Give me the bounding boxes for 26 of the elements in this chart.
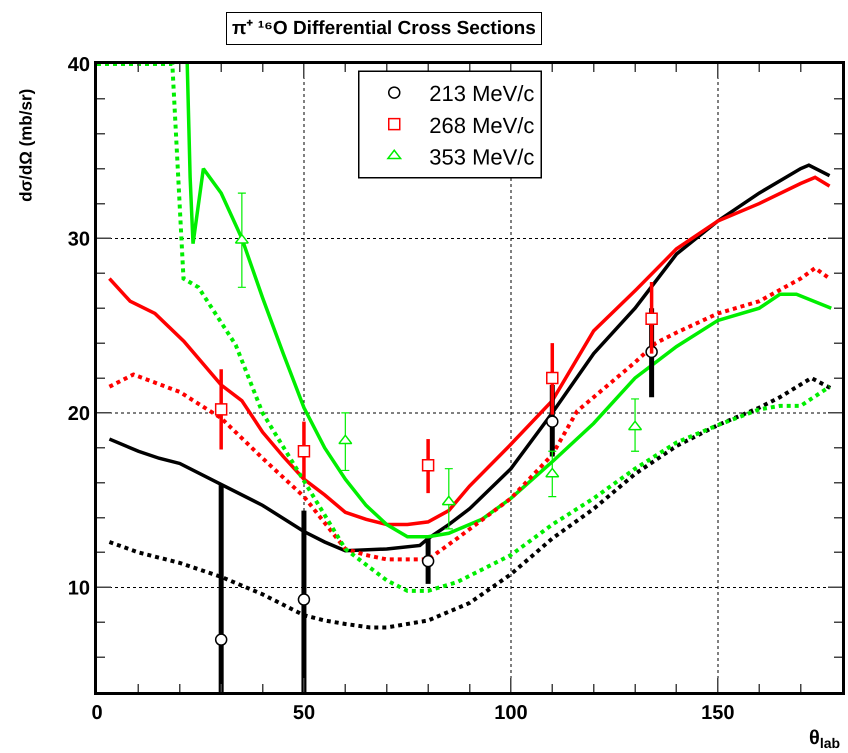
- point: [214, 403, 228, 416]
- point: [298, 445, 310, 458]
- y-axis-title: dσ/dΩ (mb/sr): [16, 88, 36, 202]
- point: [422, 458, 434, 472]
- point: [645, 312, 658, 325]
- point: [546, 372, 559, 384]
- point: [234, 234, 249, 244]
- x-axis-title: θ$_{lab}$: [809, 727, 840, 752]
- y-tick-label: 10: [68, 577, 90, 600]
- legend-label: 213 MeV/c: [429, 81, 534, 106]
- y-tick-label: 20: [68, 402, 90, 425]
- x-tick-label: 100: [494, 702, 528, 724]
- x-tick-label: 50: [292, 702, 316, 724]
- line-series: [185, 64, 833, 538]
- legend-label: 353 MeV/c: [429, 144, 534, 170]
- x-tick-label: 0: [91, 702, 103, 724]
- point: [214, 633, 228, 646]
- point: [546, 415, 559, 428]
- point: [298, 593, 310, 606]
- legend-label: 268 MeV/c: [429, 112, 534, 138]
- y-tick-label: 30: [68, 228, 90, 250]
- y-tick-label: 40: [68, 54, 90, 76]
- point: [422, 554, 434, 568]
- chart-title: π⁺ ¹⁶O Differential Cross Sections: [232, 18, 536, 39]
- line-series: [97, 64, 832, 593]
- x-tick-label: 150: [701, 702, 735, 724]
